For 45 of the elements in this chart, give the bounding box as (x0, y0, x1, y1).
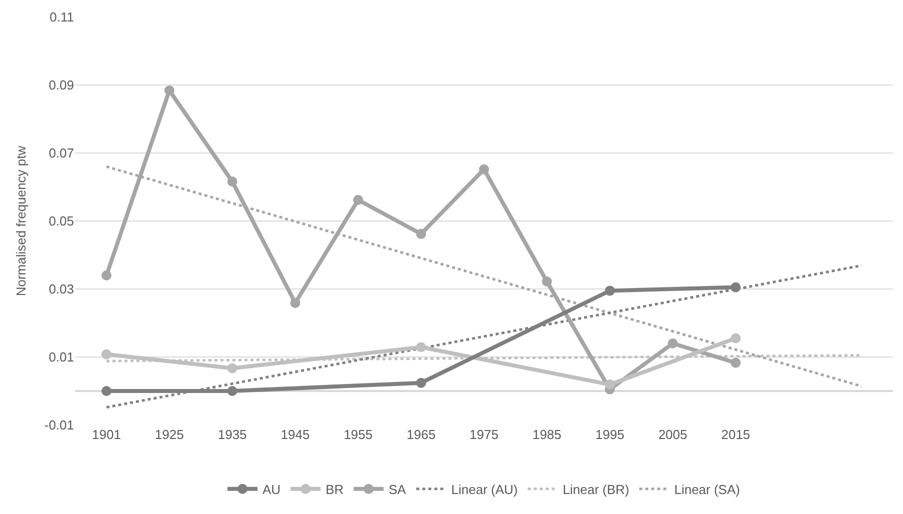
y-tick-label: 0.01 (48, 350, 74, 365)
point (227, 176, 238, 187)
x-tick-label: 1935 (218, 427, 247, 442)
x-tick-label: 1965 (406, 427, 436, 442)
point (604, 286, 615, 296)
point (730, 282, 741, 292)
x-tick-label: 1955 (344, 427, 373, 442)
x-tick-label: 1925 (154, 427, 184, 442)
y-tick-label: 0.11 (50, 10, 74, 25)
legend-label: Linear (SA) (674, 482, 740, 497)
point (542, 276, 552, 287)
y-tick-label: 0.05 (48, 214, 74, 229)
point (164, 85, 174, 96)
y-axis-title: Normalised frequency ptw (13, 145, 28, 296)
x-tick-label: 1975 (470, 427, 498, 442)
point (416, 342, 426, 352)
point (101, 349, 112, 360)
point (101, 270, 112, 280)
legend-label: SA (388, 482, 406, 497)
point (353, 194, 364, 205)
y-tick-label: 0.07 (48, 146, 74, 161)
legend-label: Linear (AU) (451, 482, 518, 497)
x-tick-label: 1985 (532, 427, 562, 442)
point (604, 380, 615, 390)
x-tick-label: 1901 (92, 427, 121, 442)
y-tick-label: 0.09 (48, 78, 74, 93)
point (479, 164, 489, 174)
legend-label: AU (262, 482, 281, 497)
legend-label: BR (326, 482, 344, 497)
x-tick-label: 2005 (658, 427, 688, 442)
y-tick-label: 0.03 (48, 282, 74, 297)
point (416, 228, 426, 239)
point (730, 333, 741, 344)
x-tick-label: 2015 (721, 427, 750, 442)
legend-label: Linear (BR) (562, 482, 630, 497)
point (227, 386, 238, 396)
point (730, 358, 741, 368)
point (101, 386, 112, 396)
x-tick-label: 1995 (595, 427, 624, 442)
point (416, 378, 426, 388)
x-tick-label: 1945 (280, 427, 310, 442)
point (227, 363, 238, 374)
y-tick-label: -0.01 (44, 418, 74, 433)
point (290, 298, 300, 308)
point (668, 338, 678, 348)
